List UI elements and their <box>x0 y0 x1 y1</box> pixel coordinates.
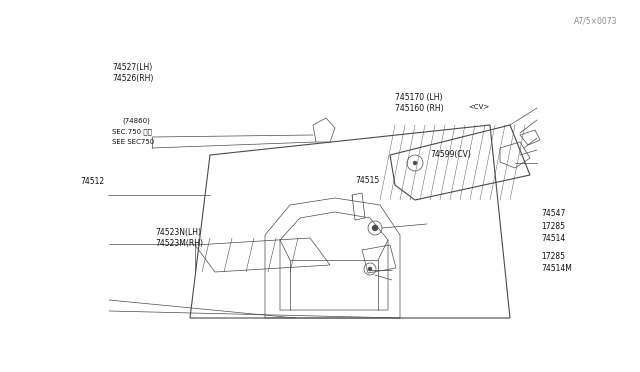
Text: SEC.750 参照: SEC.750 参照 <box>112 128 152 135</box>
Text: 74527(LH): 74527(LH) <box>112 63 152 72</box>
Text: 74547: 74547 <box>541 209 565 218</box>
Text: 74512: 74512 <box>80 177 104 186</box>
Circle shape <box>413 161 417 165</box>
Circle shape <box>372 225 378 231</box>
Text: 74526(RH): 74526(RH) <box>112 74 154 83</box>
Text: 745160 (RH): 745160 (RH) <box>395 104 444 113</box>
Text: 74515: 74515 <box>355 176 380 185</box>
Text: 17285: 17285 <box>541 252 565 261</box>
Text: 74523M(RH): 74523M(RH) <box>155 239 203 248</box>
Circle shape <box>368 267 372 271</box>
Text: 74514: 74514 <box>541 234 565 243</box>
Text: <CV>: <CV> <box>468 104 489 110</box>
Text: SEE SEC750: SEE SEC750 <box>112 139 154 145</box>
Text: 74514M: 74514M <box>541 264 572 273</box>
Text: 745170 (LH): 745170 (LH) <box>395 93 442 102</box>
Text: A7/5×0073: A7/5×0073 <box>574 17 618 26</box>
Text: 17285: 17285 <box>541 222 565 231</box>
Text: (74860): (74860) <box>122 117 150 124</box>
Text: 74523N(LH): 74523N(LH) <box>155 228 201 237</box>
Text: 74599(CV): 74599(CV) <box>430 150 471 159</box>
